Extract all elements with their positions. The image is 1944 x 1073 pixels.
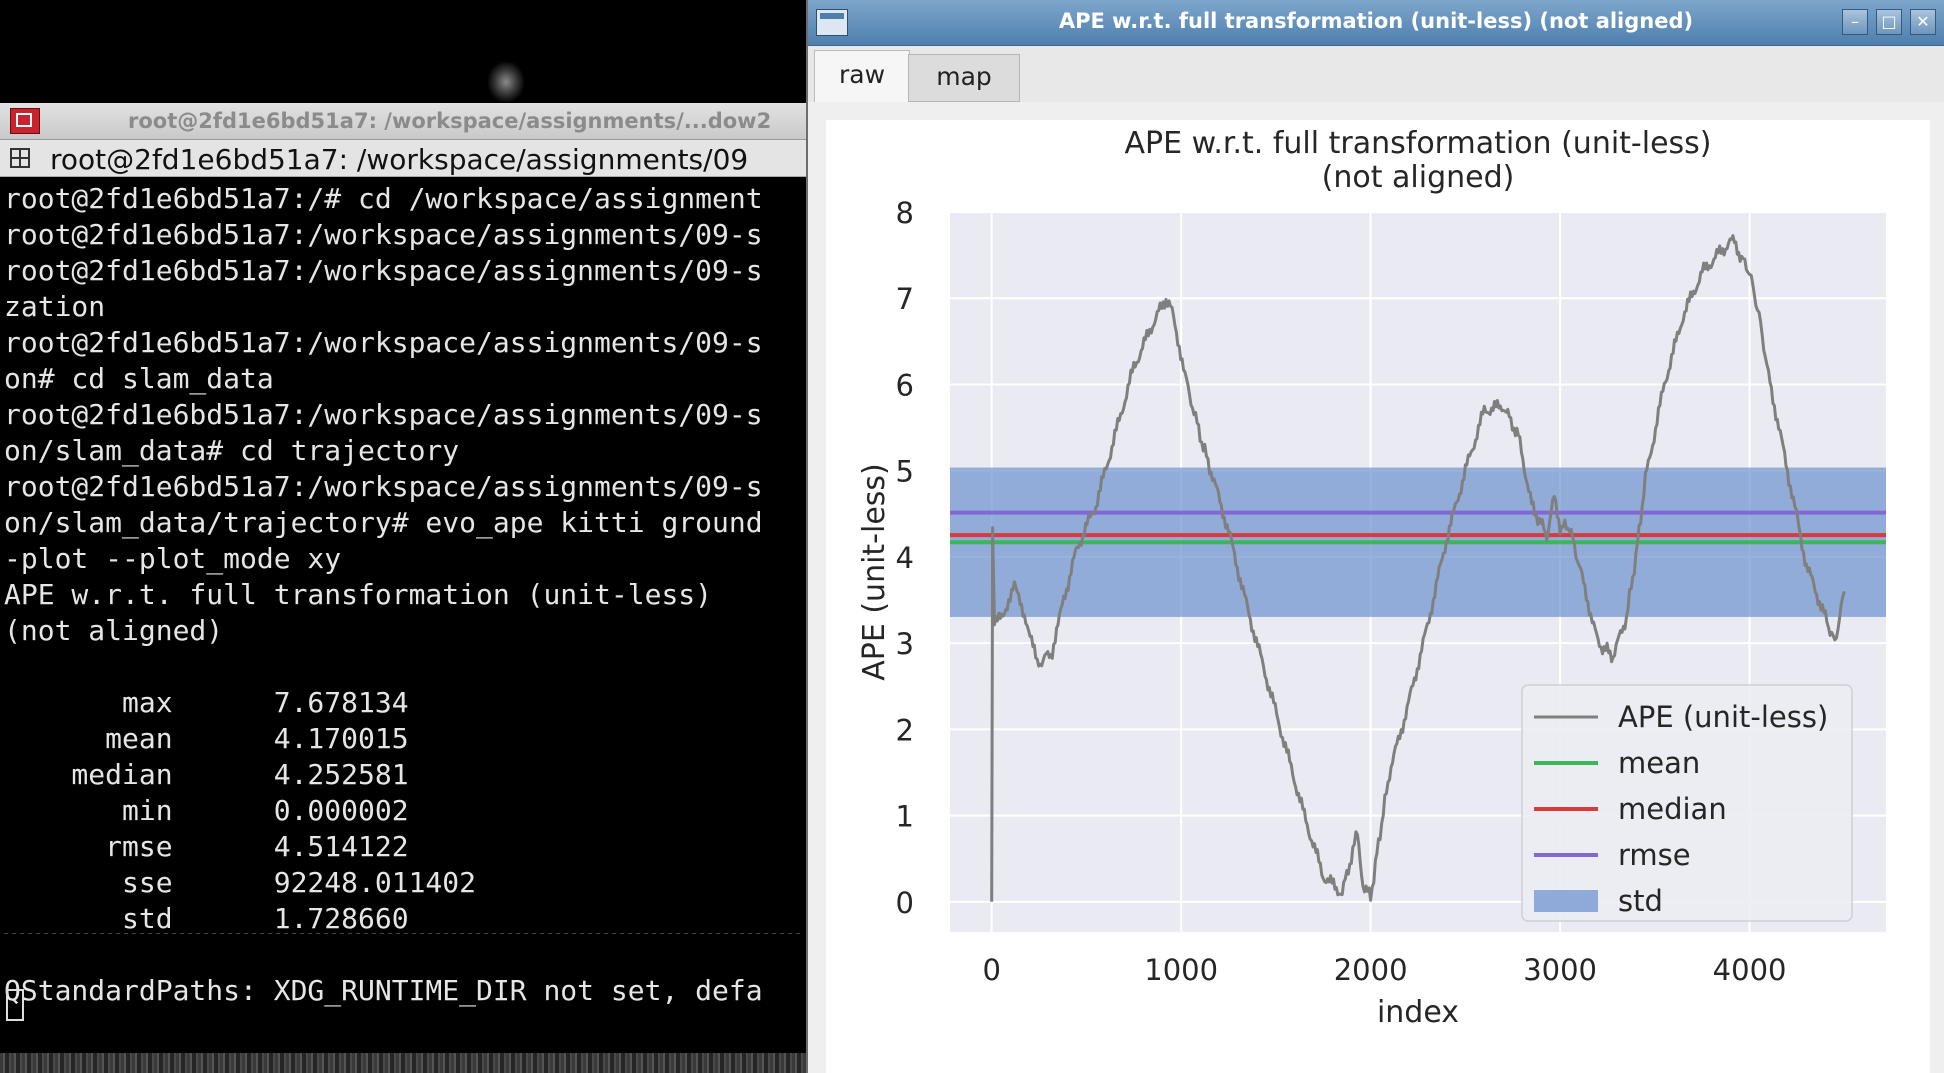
x-tick-label: 3000	[1523, 953, 1597, 987]
terminal-line: root@2fd1e6bd51a7:/workspace/assignments…	[4, 398, 763, 431]
x-tick-label: 1000	[1144, 953, 1218, 987]
y-tick-label: 2	[896, 713, 914, 747]
terminal-line: on# cd slam_data	[4, 362, 274, 395]
y-tick-label: 7	[896, 282, 914, 316]
terminal-line: max 7.678134	[4, 686, 409, 719]
terminal-tab[interactable]: root@2fd1e6bd51a7: /workspace/assignment…	[50, 143, 749, 176]
terminal-line: root@2fd1e6bd51a7:/workspace/assignments…	[4, 470, 763, 503]
y-tick-label: 6	[896, 368, 914, 402]
maximize-button[interactable]: □	[1876, 9, 1902, 35]
terminal-line: min 0.000002	[4, 794, 409, 827]
legend-label: APE (unit-less)	[1618, 700, 1828, 734]
legend-label: median	[1618, 792, 1727, 826]
minimize-button[interactable]: –	[1842, 9, 1868, 35]
legend-swatch	[1534, 890, 1598, 912]
terminal-line	[4, 937, 804, 973]
y-axis-label: APE (unit-less)	[857, 463, 892, 681]
terminal-line: QStandardPaths: XDG_RUNTIME_DIR not set,…	[4, 974, 763, 1007]
terminal-icon	[16, 113, 32, 127]
legend-label: mean	[1618, 746, 1700, 780]
terminal-line: root@2fd1e6bd51a7:/workspace/assignments…	[4, 254, 763, 287]
terminal-close-button[interactable]	[10, 108, 40, 134]
legend-label: rmse	[1618, 838, 1691, 872]
terminal-line: (not aligned)	[4, 614, 224, 647]
chart-title: APE w.r.t. full transformation (unit-les…	[1124, 126, 1711, 161]
y-tick-label: 5	[896, 455, 914, 489]
terminal-line: zation	[4, 290, 106, 323]
plot-window[interactable]: APE w.r.t. full transformation (unit-les…	[806, 0, 1944, 1073]
plot-window-title: APE w.r.t. full transformation (unit-les…	[1058, 9, 1694, 33]
terminal-line: on/slam_data/trajectory# evo_ape kitti g…	[4, 506, 763, 539]
terminal-line: -plot --plot_mode xy	[4, 542, 342, 575]
terminal-line: std 1.728660	[4, 902, 409, 935]
plot-tabbar: raw map	[808, 46, 1944, 102]
terminal-line: median 4.252581	[4, 758, 409, 791]
x-tick-label: 0	[982, 953, 1000, 987]
terminal-title: root@2fd1e6bd51a7: /workspace/assignment…	[128, 109, 772, 133]
terminal-line: rmse 4.514122	[4, 830, 409, 863]
terminal-titlebar[interactable]: root@2fd1e6bd51a7: /workspace/assignment…	[0, 103, 808, 140]
close-button[interactable]: ✕	[1910, 9, 1936, 35]
ape-chart: 0 1000 2000 3000 4000 0 1 2 3 4 5 6 7 8 index APE (unit…	[857, 126, 1886, 1030]
terminal-tabbar: root@2fd1e6bd51a7: /workspace/assignment…	[0, 140, 808, 177]
plot-canvas: 0 1000 2000 3000 4000 0 1 2 3 4 5 6 7 8 index APE (unit…	[826, 120, 1930, 1073]
legend-box	[1521, 684, 1853, 922]
y-tick-label: 8	[896, 196, 914, 230]
legend-label: std	[1618, 884, 1663, 918]
terminal-cursor	[6, 989, 24, 1021]
terminal-window[interactable]: root@2fd1e6bd51a7: /workspace/assignment…	[0, 103, 810, 1053]
terminal-line: root@2fd1e6bd51a7:/workspace/assignments…	[4, 326, 763, 359]
terminal-output[interactable]: root@2fd1e6bd51a7:/# cd /workspace/assig…	[4, 181, 804, 1053]
window-menu-icon[interactable]	[816, 9, 848, 36]
y-tick-label: 1	[896, 800, 914, 834]
terminal-line: on/slam_data# cd trajectory	[4, 434, 460, 467]
x-axis-label: index	[1377, 995, 1459, 1030]
new-tab-icon[interactable]	[10, 148, 30, 168]
tab-raw[interactable]: raw	[814, 50, 910, 102]
desktop-wallpaper-strip	[0, 1052, 808, 1073]
ape-series-line	[990, 234, 1846, 902]
y-tick-label: 0	[896, 886, 914, 920]
terminal-line: mean 4.170015	[4, 722, 409, 755]
desktop-wallpaper-detail	[488, 62, 524, 102]
y-tick-label: 4	[896, 541, 914, 575]
terminal-line: APE w.r.t. full transformation (unit-les…	[4, 578, 713, 611]
terminal-line: sse 92248.011402	[4, 866, 477, 899]
x-tick-label: 4000	[1713, 953, 1787, 987]
terminal-divider	[4, 933, 804, 934]
terminal-line: root@2fd1e6bd51a7:/# cd /workspace/assig…	[4, 182, 763, 215]
x-tick-label: 2000	[1334, 953, 1408, 987]
terminal-line: root@2fd1e6bd51a7:/workspace/assignments…	[4, 218, 763, 251]
plot-window-titlebar[interactable]: APE w.r.t. full transformation (unit-les…	[808, 0, 1944, 46]
terminal-line	[4, 649, 804, 685]
y-tick-label: 3	[896, 627, 914, 661]
chart-title: (not aligned)	[1322, 160, 1515, 195]
tab-map[interactable]: map	[908, 54, 1020, 102]
